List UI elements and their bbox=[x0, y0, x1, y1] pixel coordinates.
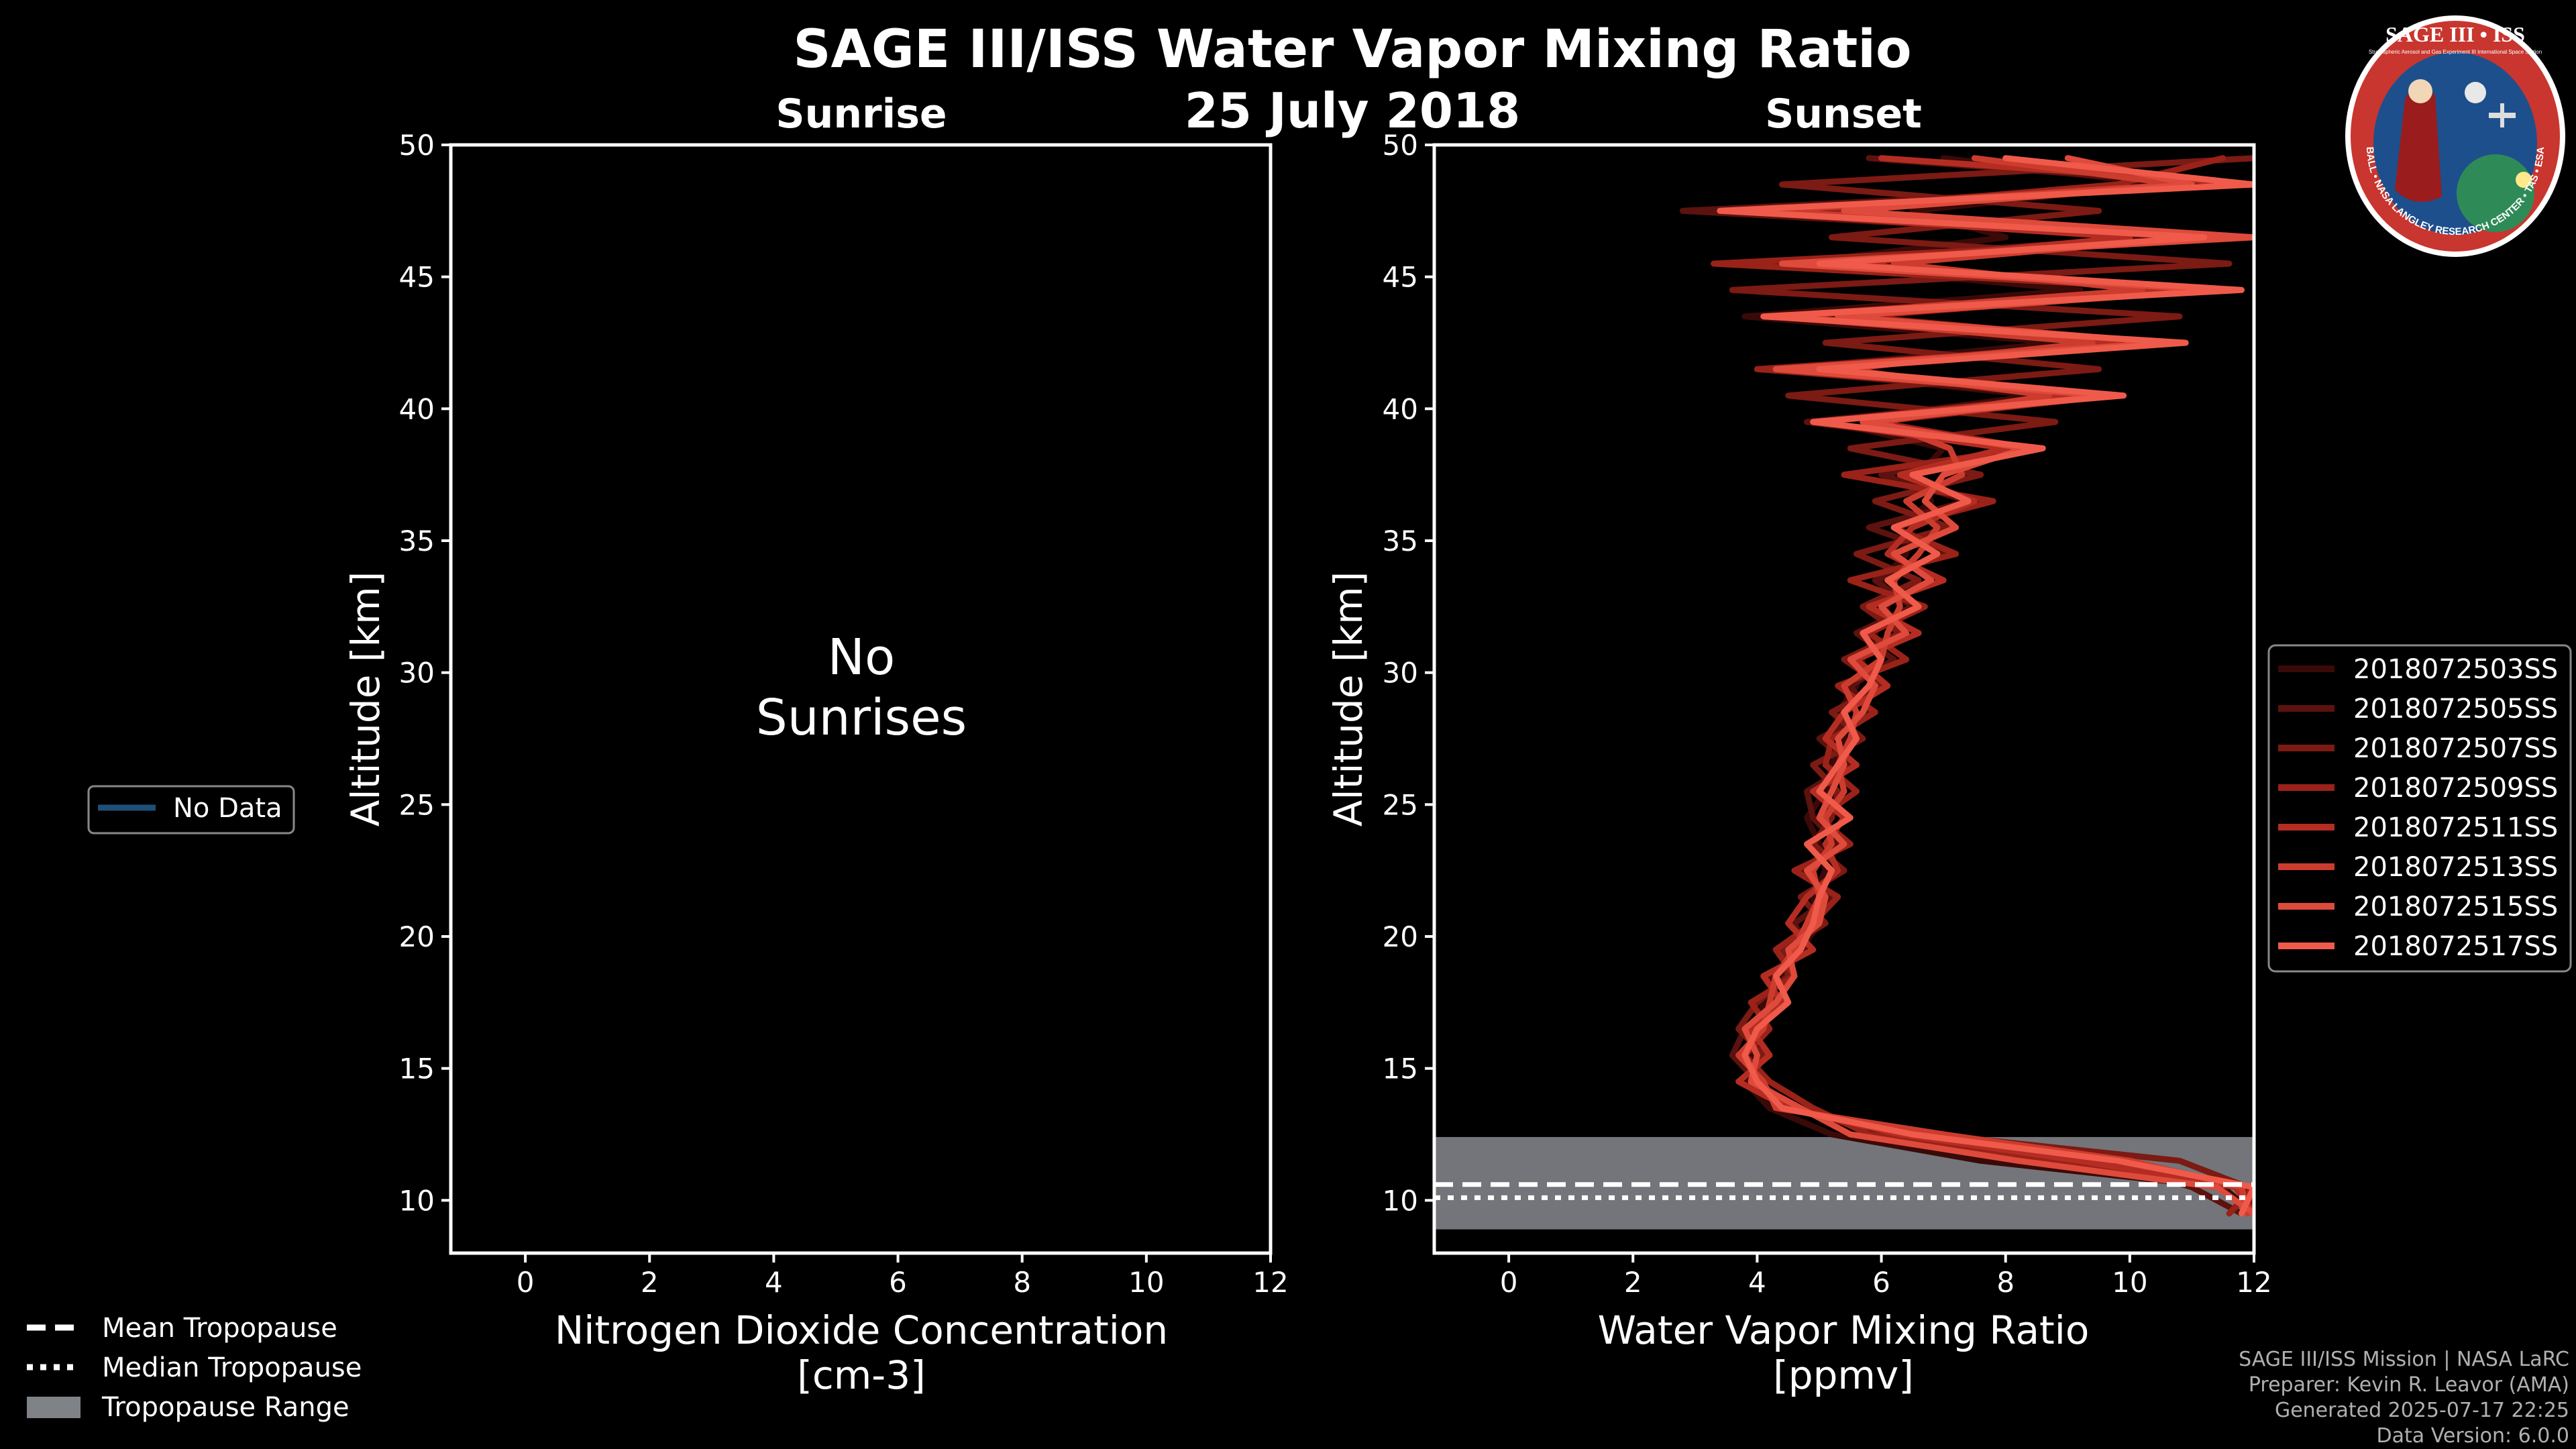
patch-sun bbox=[2516, 172, 2532, 188]
x-tick-label: 2 bbox=[1624, 1266, 1642, 1299]
legend-label-2018072515SS: 2018072515SS bbox=[2353, 892, 2558, 922]
patch-figure-head bbox=[2408, 79, 2432, 103]
sunrise-x-axis: 0 2 4 6 8 10 12 bbox=[517, 1253, 1289, 1299]
sunrise-panel-title: Sunrise bbox=[775, 91, 947, 138]
patch-figure-robe bbox=[2395, 85, 2442, 202]
sunset-y-axis: 10 15 20 25 30 35 40 45 50 bbox=[1383, 129, 1434, 1217]
y-tick-label: 45 bbox=[1383, 261, 1418, 294]
x-tick-label: 4 bbox=[765, 1266, 783, 1299]
x-tick-label: 10 bbox=[2112, 1266, 2147, 1299]
tropopause-range-label: Tropopause Range bbox=[101, 1392, 350, 1423]
patch-title: SAGE III • ISS bbox=[2385, 22, 2525, 46]
patch-iss-truss bbox=[2500, 103, 2504, 127]
legend-label-2018072509SS: 2018072509SS bbox=[2353, 773, 2558, 804]
x-tick-label: 2 bbox=[641, 1266, 659, 1299]
x-tick-label: 0 bbox=[1500, 1266, 1518, 1299]
y-tick-label: 45 bbox=[399, 261, 435, 294]
patch-moon bbox=[2465, 82, 2486, 103]
legend-label-2018072511SS: 2018072511SS bbox=[2353, 812, 2558, 843]
x-tick-label: 12 bbox=[1252, 1266, 1288, 1299]
x-tick-label: 4 bbox=[1748, 1266, 1766, 1299]
no-data-legend-frame bbox=[87, 785, 295, 835]
x-tick-label: 10 bbox=[1128, 1266, 1164, 1299]
sage-iii-iss-mission-patch: SAGE III • ISS Stratospheric Aerosol and… bbox=[2345, 15, 2565, 257]
no-sunrises-line1: No bbox=[828, 629, 896, 686]
series-line-2018072517SS bbox=[1717, 155, 2254, 1217]
no-data-label: No Data bbox=[173, 793, 282, 824]
legend-label-2018072513SS: 2018072513SS bbox=[2353, 852, 2558, 883]
y-tick-label: 35 bbox=[399, 525, 435, 557]
sunset-panel: 10 15 20 25 30 35 40 45 50 0 2 4 6 8 10 12 Altitude [k… bbox=[1326, 129, 2272, 1398]
x-tick-label: 8 bbox=[1996, 1266, 2015, 1299]
sunrise-y-axis-label: Altitude [km] bbox=[343, 572, 388, 826]
footer-version: Data Version: 6.0.0 bbox=[2376, 1424, 2569, 1448]
no-data-legend: No Data bbox=[87, 785, 295, 835]
sunrise-plot-frame bbox=[449, 143, 1273, 1255]
y-tick-label: 20 bbox=[399, 920, 435, 953]
x-tick-label: 0 bbox=[517, 1266, 535, 1299]
tropopause-lines bbox=[1434, 1182, 2254, 1200]
y-tick-label: 25 bbox=[399, 788, 435, 821]
x-tick-label: 6 bbox=[889, 1266, 907, 1299]
legend-label-2018072507SS: 2018072507SS bbox=[2353, 733, 2558, 764]
series-legend: 2018072503SS 2018072505SS 2018072507SS 2018… bbox=[2267, 644, 2572, 973]
series-legend-frame bbox=[2267, 644, 2572, 973]
patch-subtitle: Stratospheric Aerosol and Gas Experiment… bbox=[2369, 49, 2542, 55]
y-tick-label: 20 bbox=[1383, 920, 1418, 953]
sunrise-x-axis-label-line1: Nitrogen Dioxide Concentration bbox=[555, 1307, 1168, 1353]
mean-tropopause-label: Mean Tropopause bbox=[102, 1313, 337, 1344]
sunrise-y-axis: 10 15 20 25 30 35 40 45 50 bbox=[399, 129, 451, 1217]
main-title: SAGE III/ISS Water Vapor Mixing Ratio bbox=[793, 19, 1911, 80]
tropopause-range-swatch bbox=[27, 1397, 80, 1418]
y-tick-label: 15 bbox=[1383, 1053, 1418, 1085]
y-tick-label: 10 bbox=[1383, 1184, 1418, 1217]
y-tick-label: 35 bbox=[1383, 525, 1418, 557]
legend-label-2018072503SS: 2018072503SS bbox=[2353, 654, 2558, 685]
y-tick-label: 50 bbox=[1383, 129, 1418, 162]
sunset-x-axis-label-line2: [ppmv] bbox=[1773, 1352, 1914, 1398]
x-tick-label: 12 bbox=[2236, 1266, 2271, 1299]
sunset-x-axis-label-line1: Water Vapor Mixing Ratio bbox=[1598, 1307, 2090, 1353]
date-subtitle: 25 July 2018 bbox=[1185, 83, 1520, 139]
x-tick-label: 6 bbox=[1872, 1266, 1890, 1299]
y-tick-label: 15 bbox=[399, 1053, 435, 1085]
median-tropopause-label: Median Tropopause bbox=[102, 1352, 362, 1383]
legend-label-2018072505SS: 2018072505SS bbox=[2353, 694, 2558, 724]
y-tick-label: 30 bbox=[399, 657, 435, 690]
y-tick-label: 30 bbox=[1383, 657, 1418, 690]
y-tick-label: 10 bbox=[399, 1184, 435, 1217]
sunset-x-axis: 0 2 4 6 8 10 12 bbox=[1500, 1253, 2272, 1299]
x-tick-label: 8 bbox=[1013, 1266, 1031, 1299]
footer-generated: Generated 2025-07-17 22:25 bbox=[2274, 1399, 2569, 1422]
no-sunrises-line2: Sunrises bbox=[756, 689, 967, 747]
tropopause-legend: Mean Tropopause Median Tropopause Tropop… bbox=[27, 1313, 362, 1423]
sunrise-x-axis-label-line2: [cm-3] bbox=[797, 1352, 925, 1398]
footer-preparer: Preparer: Kevin R. Leavor (AMA) bbox=[2248, 1373, 2569, 1397]
sunrise-panel: 10 15 20 25 30 35 40 45 50 0 2 4 6 8 10 12 No Sunrises… bbox=[343, 129, 1289, 1398]
y-tick-label: 40 bbox=[399, 392, 435, 425]
sunset-panel-title: Sunset bbox=[1765, 91, 1922, 138]
y-tick-label: 50 bbox=[399, 129, 435, 162]
y-tick-label: 40 bbox=[1383, 392, 1418, 425]
patch-earth bbox=[2457, 154, 2534, 232]
footer-credits: SAGE III/ISS Mission | NASA LaRC Prepare… bbox=[2239, 1347, 2569, 1449]
y-tick-label: 25 bbox=[1383, 788, 1418, 821]
footer-mission: SAGE III/ISS Mission | NASA LaRC bbox=[2239, 1348, 2569, 1371]
legend-label-2018072517SS: 2018072517SS bbox=[2353, 931, 2558, 962]
sunset-plot-frame bbox=[1432, 143, 2256, 1255]
sunset-series-layer bbox=[1679, 155, 2254, 1217]
sunset-y-axis-label: Altitude [km] bbox=[1326, 572, 1371, 826]
